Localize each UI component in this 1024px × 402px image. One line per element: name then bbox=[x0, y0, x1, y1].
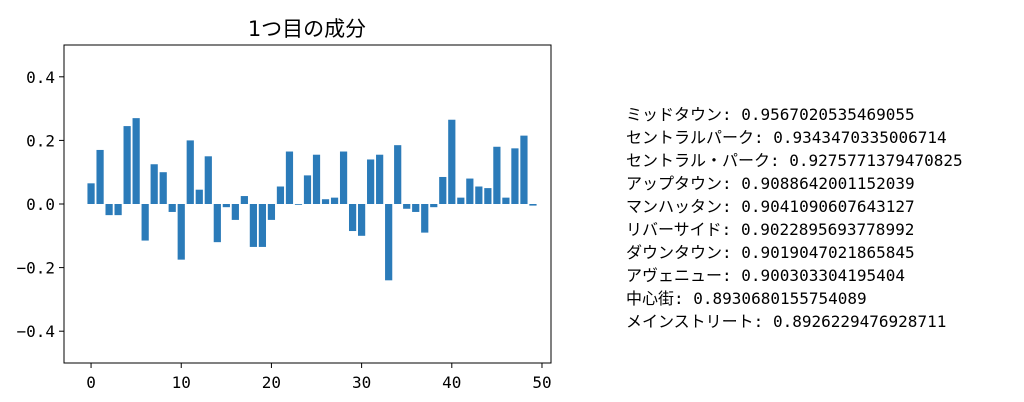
bar-12 bbox=[195, 189, 203, 204]
bar-3 bbox=[114, 204, 122, 216]
y-tick-label: 0.2 bbox=[26, 131, 55, 150]
y-tick-label: −0.2 bbox=[16, 259, 55, 278]
bar-13 bbox=[204, 156, 212, 204]
bar-31 bbox=[367, 159, 375, 204]
bar-2 bbox=[105, 204, 113, 216]
bar-20 bbox=[267, 204, 276, 220]
x-tick-label: 50 bbox=[532, 373, 551, 392]
bar-chart: 1つ目の成分 0.4 0.2 0.0 −0.2 −0.4 0 10 20 30 40 50 bbox=[16, 17, 552, 392]
bar-25 bbox=[312, 154, 321, 204]
bar-22 bbox=[285, 151, 294, 204]
bar-46 bbox=[502, 197, 510, 204]
bar-9 bbox=[168, 204, 176, 212]
y-tick-label: −0.4 bbox=[16, 322, 55, 341]
bar-43 bbox=[475, 186, 483, 204]
bar-47 bbox=[511, 148, 519, 204]
similar-word-item: リバーサイド: 0.9022895693778992 bbox=[626, 220, 915, 239]
similar-word-item: ミッドタウン: 0.9567020535469055 bbox=[626, 105, 915, 124]
bar-49 bbox=[529, 204, 537, 206]
bar-11 bbox=[186, 140, 194, 204]
bar-39 bbox=[439, 176, 447, 204]
bar-7 bbox=[150, 164, 158, 204]
bar-6 bbox=[141, 204, 149, 241]
bar-27 bbox=[330, 197, 339, 204]
bar-30 bbox=[358, 204, 366, 236]
similar-word-item: アップタウン: 0.9088642001152039 bbox=[626, 174, 915, 193]
x-tick-label: 0 bbox=[86, 373, 96, 392]
bar-21 bbox=[276, 186, 285, 204]
similar-word-item: マンハッタン: 0.9041090607643127 bbox=[626, 197, 915, 216]
similar-word-item: セントラル・パーク: 0.9275771379470825 bbox=[626, 151, 963, 170]
similar-words-list: ミッドタウン: 0.9567020535469055 セントラルパーク: 0.93… bbox=[626, 103, 963, 333]
bar-28 bbox=[339, 151, 348, 204]
bar-34 bbox=[394, 145, 402, 204]
bar-37 bbox=[421, 204, 429, 233]
x-tick-label: 10 bbox=[172, 373, 191, 392]
x-tick-label: 20 bbox=[262, 373, 281, 392]
bars-group bbox=[87, 118, 537, 281]
x-axis: 0 10 20 30 40 50 bbox=[86, 363, 552, 392]
bar-48 bbox=[520, 135, 528, 204]
bar-4 bbox=[123, 126, 131, 204]
bar-19 bbox=[258, 204, 267, 247]
bar-32 bbox=[376, 154, 384, 204]
bar-14 bbox=[213, 204, 221, 243]
x-tick-label: 40 bbox=[442, 373, 461, 392]
bar-33 bbox=[385, 204, 393, 281]
bar-24 bbox=[303, 175, 312, 204]
bar-40 bbox=[448, 119, 456, 204]
bar-44 bbox=[484, 188, 492, 204]
bar-41 bbox=[457, 197, 465, 204]
bar-15 bbox=[222, 204, 230, 208]
y-tick-label: 0.0 bbox=[26, 195, 55, 214]
bar-26 bbox=[321, 199, 330, 204]
similar-word-item: メインストリート: 0.8926229476928711 bbox=[626, 312, 947, 331]
bar-23 bbox=[294, 204, 303, 205]
y-tick-label: 0.4 bbox=[26, 68, 55, 87]
similar-word-item: 中心街: 0.8930680155754089 bbox=[626, 289, 867, 308]
chart-title: 1つ目の成分 bbox=[248, 17, 366, 41]
similar-word-item: アヴェニュー: 0.900303304195404 bbox=[626, 266, 906, 285]
bar-5 bbox=[132, 118, 140, 204]
bar-29 bbox=[348, 204, 357, 232]
x-tick-label: 30 bbox=[352, 373, 371, 392]
bar-16 bbox=[231, 204, 239, 220]
bar-0 bbox=[87, 183, 95, 204]
bar-35 bbox=[403, 204, 411, 209]
bar-36 bbox=[412, 204, 420, 212]
bar-45 bbox=[493, 146, 501, 204]
bar-42 bbox=[466, 178, 474, 204]
bar-38 bbox=[430, 204, 438, 208]
y-axis: 0.4 0.2 0.0 −0.2 −0.4 bbox=[16, 68, 64, 341]
bar-1 bbox=[96, 149, 104, 204]
bar-8 bbox=[159, 172, 167, 204]
similar-word-item: ダウンタウン: 0.9019047021865845 bbox=[626, 243, 915, 262]
bar-18 bbox=[249, 204, 257, 247]
bar-10 bbox=[177, 204, 185, 260]
bar-17 bbox=[240, 196, 248, 204]
similar-word-item: セントラルパーク: 0.9343470335006714 bbox=[626, 128, 947, 147]
